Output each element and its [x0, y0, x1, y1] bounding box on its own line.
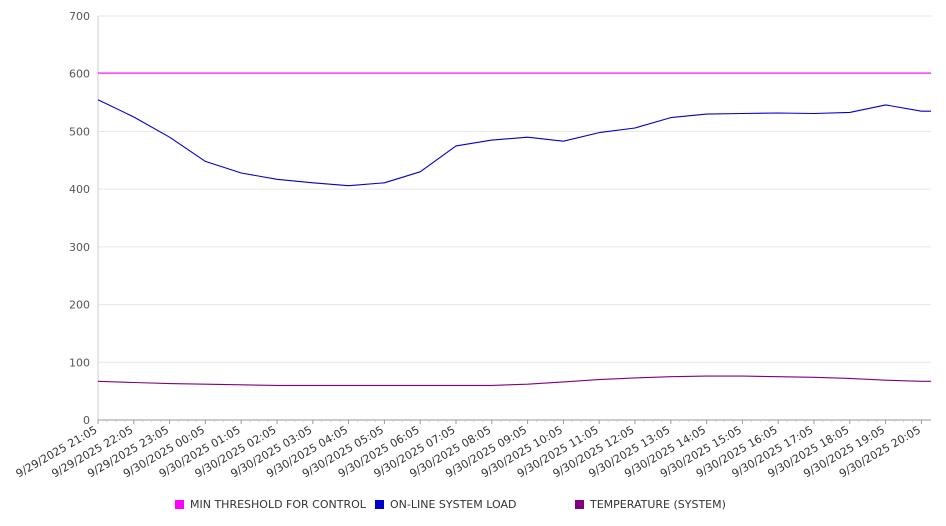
y-tick-label: 500 [69, 125, 90, 138]
axes [97, 16, 931, 421]
y-axis-ticks: 0 100 200 300 400 500 600 700 [69, 10, 90, 427]
legend-item-temperature[interactable]: TEMPERATURE (SYSTEM) [575, 498, 726, 511]
y-tick-label: 0 [83, 414, 90, 427]
legend-swatch-system-load [375, 500, 384, 509]
legend-swatch-temperature [575, 500, 584, 509]
legend-swatch-min-threshold [175, 500, 184, 509]
y-tick-label: 400 [69, 183, 90, 196]
series-line-temperature-system [97, 375, 931, 386]
series-lines [97, 72, 931, 386]
legend-item-system-load[interactable]: ON-LINE SYSTEM LOAD [375, 498, 516, 511]
x-axis-ticks: 9/29/2025 21:059/29/2025 22:059/29/2025 … [14, 420, 923, 480]
y-tick-label: 100 [69, 356, 90, 369]
legend-item-min-threshold[interactable]: MIN THRESHOLD FOR CONTROL [175, 498, 366, 511]
y-tick-label: 200 [69, 299, 90, 312]
y-tick-label: 600 [69, 68, 90, 81]
legend-label-system-load: ON-LINE SYSTEM LOAD [390, 498, 517, 511]
y-tick-label: 700 [69, 10, 90, 23]
gridlines [98, 15, 931, 363]
y-tick-label: 300 [69, 241, 90, 254]
legend-label-min-threshold: MIN THRESHOLD FOR CONTROL [190, 498, 366, 511]
series-line-on-line-system-load [97, 99, 931, 187]
legend-label-temperature: TEMPERATURE (SYSTEM) [590, 498, 726, 511]
legend: MIN THRESHOLD FOR CONTROL ON-LINE SYSTEM… [0, 498, 946, 514]
